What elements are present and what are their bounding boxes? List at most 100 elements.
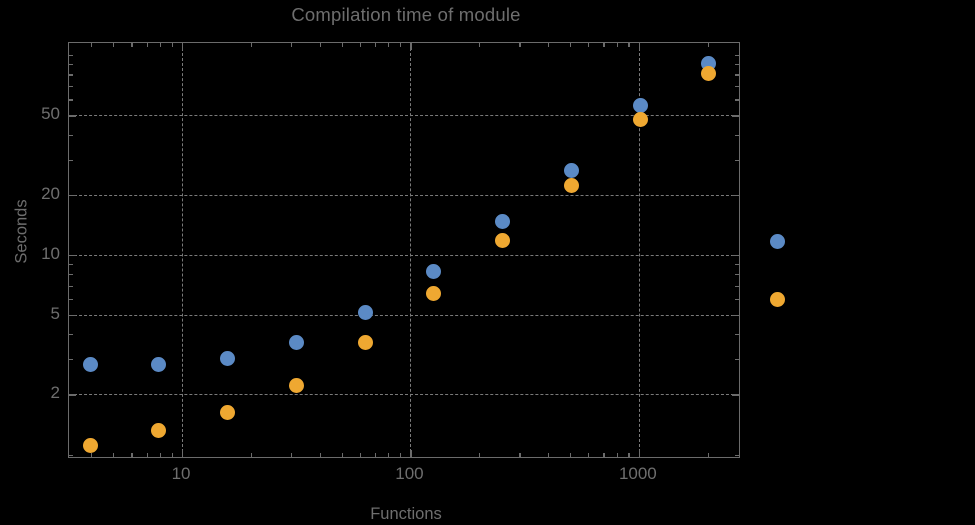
tick-y-major — [69, 394, 76, 396]
tick-x-minor — [479, 43, 481, 47]
data-point-series-blue-4096[interactable] — [770, 234, 786, 250]
data-point-series-orange-4[interactable] — [82, 437, 98, 453]
tick-y-minor — [735, 263, 739, 266]
data-point-series-orange-512[interactable] — [563, 177, 579, 193]
tick-x-major — [638, 43, 641, 50]
tick-x-major — [638, 450, 641, 457]
tick-x-minor — [319, 43, 321, 47]
gridline-horizontal-10 — [69, 254, 739, 256]
tick-x-minor — [171, 43, 173, 47]
tick-x-minor — [159, 43, 162, 47]
data-point-series-blue-64[interactable] — [357, 304, 373, 320]
tick-x-minor — [171, 453, 173, 457]
tick-x-minor — [388, 43, 390, 47]
tick-x-minor — [603, 453, 605, 457]
tick-x-minor — [341, 453, 343, 457]
tick-y-minor — [735, 64, 739, 66]
tick-x-minor — [570, 453, 572, 457]
gridline-horizontal-50 — [69, 115, 739, 117]
plot-frame — [68, 42, 740, 458]
tick-y-minor — [735, 359, 739, 361]
tick-y-minor — [735, 334, 739, 336]
tick-x-minor — [91, 453, 93, 457]
tick-y-minor — [735, 55, 739, 57]
y-axis-tick-labels: 50 20 10 5 2 — [10, 42, 60, 458]
tick-x-minor — [131, 453, 133, 457]
tick-x-minor — [131, 43, 133, 47]
data-point-series-orange-32[interactable] — [288, 377, 304, 393]
tick-y-minor — [69, 285, 73, 287]
tick-x-minor — [399, 453, 402, 457]
tick-x-major — [182, 43, 184, 50]
tick-y-minor — [69, 99, 73, 101]
tick-y-minor — [69, 263, 73, 266]
data-point-series-blue-1024[interactable] — [632, 98, 648, 114]
tick-x-minor — [628, 453, 630, 457]
chart-title: Compilation time of module — [291, 4, 521, 25]
tick-x-minor — [588, 453, 590, 457]
tick-x-minor — [250, 43, 252, 47]
tick-y-minor — [69, 334, 73, 336]
tick-x-minor — [113, 43, 115, 47]
gridline-horizontal-2 — [69, 394, 739, 396]
data-point-series-blue-256[interactable] — [495, 214, 511, 230]
x-tick-label-1000: 1000 — [618, 464, 657, 483]
tick-y-minor — [735, 274, 739, 276]
tick-x-minor — [375, 43, 377, 47]
tick-x-minor — [91, 43, 93, 47]
gridline-vertical-1000 — [638, 43, 640, 457]
tick-y-minor — [69, 359, 73, 361]
data-point-series-orange-128[interactable] — [426, 286, 442, 302]
tick-y-minor — [735, 86, 739, 88]
data-point-series-blue-16[interactable] — [220, 350, 236, 366]
tick-x-minor — [291, 453, 293, 457]
tick-y-minor — [735, 99, 739, 101]
tick-x-minor — [570, 43, 572, 47]
data-point-series-blue-8[interactable] — [151, 356, 167, 372]
data-point-series-orange-8[interactable] — [151, 423, 167, 439]
tick-y-minor — [69, 274, 73, 276]
data-point-series-blue-4[interactable] — [82, 356, 98, 372]
tick-x-minor — [399, 43, 402, 47]
tick-y-major — [69, 254, 76, 257]
tick-y-minor — [69, 64, 73, 66]
x-axis-title: Functions — [370, 505, 442, 523]
data-point-series-blue-32[interactable] — [288, 334, 304, 350]
tick-x-minor — [319, 453, 321, 457]
data-point-series-orange-64[interactable] — [357, 334, 373, 350]
tick-y-major — [69, 115, 76, 117]
data-point-series-orange-16[interactable] — [220, 405, 236, 421]
tick-y-minor — [69, 299, 73, 301]
gridline-horizontal-20 — [69, 194, 739, 196]
tick-y-minor — [69, 74, 73, 76]
tick-y-minor — [69, 86, 73, 88]
tick-y-major — [732, 194, 739, 197]
tick-y-minor — [69, 159, 73, 161]
tick-y-minor — [69, 55, 73, 57]
x-axis-tick-labels: 10 100 1000 — [68, 464, 740, 488]
tick-x-minor — [291, 43, 293, 47]
data-point-series-blue-512[interactable] — [563, 163, 579, 179]
y-tick-label-5: 5 — [50, 303, 60, 323]
data-point-series-orange-4096[interactable] — [770, 292, 786, 308]
y-tick-label-20: 20 — [41, 183, 60, 203]
data-point-series-blue-128[interactable] — [426, 263, 442, 279]
tick-y-minor — [735, 159, 739, 161]
data-point-series-orange-256[interactable] — [495, 232, 511, 248]
data-point-series-orange-1024[interactable] — [632, 112, 648, 128]
tick-y-major — [69, 194, 76, 197]
tick-x-minor — [616, 453, 618, 457]
tick-x-minor — [479, 453, 481, 457]
tick-y-major — [69, 314, 76, 317]
tick-y-minor — [735, 134, 739, 136]
tick-x-minor — [519, 43, 521, 47]
tick-x-major — [410, 43, 412, 50]
tick-x-minor — [359, 453, 361, 457]
y-tick-label-50: 50 — [41, 104, 60, 124]
data-point-series-orange-2048[interactable] — [701, 65, 717, 81]
tick-x-minor — [547, 453, 550, 457]
tick-y-major — [732, 394, 739, 396]
y-tick-label-2: 2 — [50, 383, 60, 403]
